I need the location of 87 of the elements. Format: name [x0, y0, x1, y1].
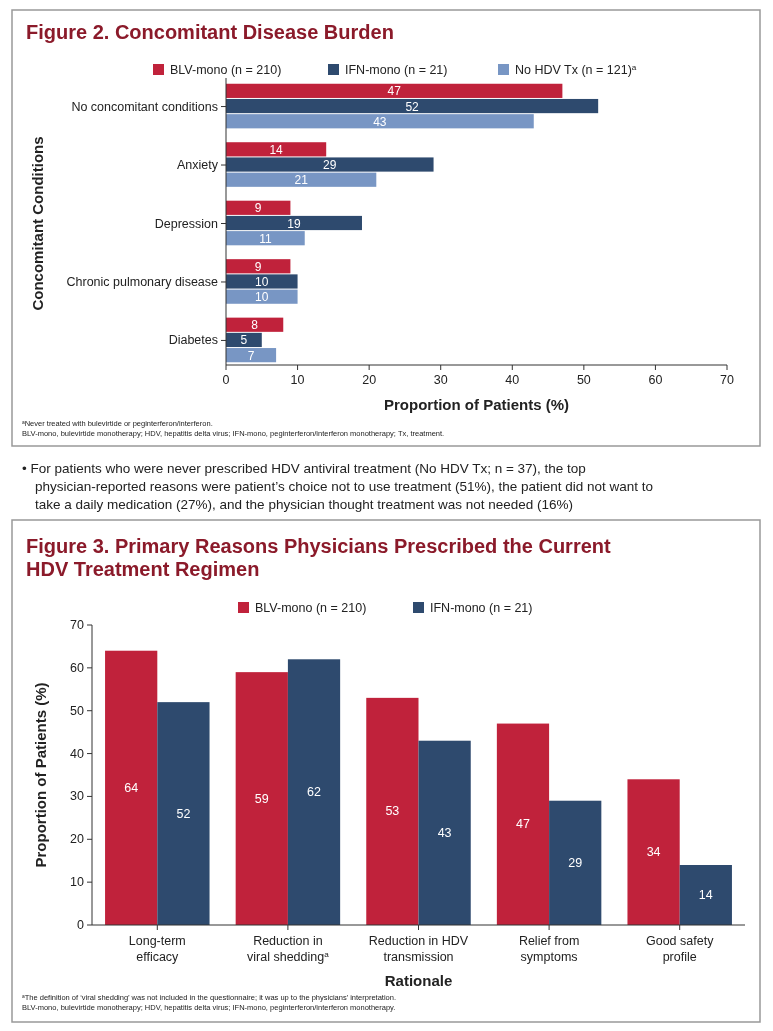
data-label: 47 — [387, 84, 402, 99]
bar — [549, 800, 602, 925]
bar — [226, 259, 291, 274]
chart-title: Figure 2. Concomitant Disease Burden — [26, 21, 394, 43]
x-tick-label: Reduction in viral shedding$^{a}$ — [247, 934, 330, 964]
data-label: 10 — [255, 274, 269, 289]
y-tick-label: 60 — [70, 660, 85, 675]
chart-title: Figure 3. Primary Reasons Physicians Prescribed the Current HDV Treatment Regimen — [26, 535, 612, 580]
data-label: 5 — [240, 333, 248, 348]
legend-label: IFN-mono (n = 21) — [430, 601, 533, 615]
data-label: 64 — [124, 780, 139, 795]
bar — [226, 215, 362, 231]
x-tick-label: Long-term efficacy — [128, 934, 186, 964]
legend-label: No HDV Tx (n = 121)$^{a}$ — [515, 62, 637, 77]
legend-label: BLV-mono (n = 210) — [255, 601, 367, 615]
x-tick-label: Good safety profile — [646, 934, 715, 964]
bar — [287, 659, 341, 925]
bar — [627, 779, 680, 925]
bar — [226, 200, 291, 215]
y-tick-label: Diabetes — [168, 333, 218, 348]
bar — [418, 740, 471, 925]
data-label: 21 — [294, 173, 309, 188]
text: • For patients who were never prescribed HDV antiviral treatment (No HDV Tx; n = 37), the top physician-reported reasons were patient’s choice not to use treatment (51%), the patient did not want to take a daily medication (27%), and the physician thought treatment was not needed (16%) — [22, 461, 654, 512]
data-label: 7 — [247, 348, 255, 363]
data-label: 19 — [287, 216, 301, 231]
bar — [679, 865, 732, 925]
bar — [226, 348, 277, 363]
bar — [226, 274, 298, 289]
legend-label: BLV-mono (n = 210) — [170, 63, 282, 77]
x-tick-label: 20 — [362, 373, 377, 387]
data-label: 53 — [385, 804, 400, 819]
legend-label: IFN-mono (n = 21) — [345, 63, 448, 77]
bar — [226, 157, 434, 172]
bar — [226, 114, 534, 129]
bar — [157, 702, 210, 925]
y-tick-label: 20 — [70, 832, 85, 847]
bar — [226, 231, 305, 246]
y-tick-label: 30 — [70, 789, 85, 804]
x-tick-label: Reduction in HDV transmission — [368, 934, 469, 964]
bar — [226, 172, 377, 187]
bar — [226, 289, 298, 304]
y-tick-label: Anxiety — [177, 158, 219, 173]
bar — [235, 672, 288, 925]
bar — [366, 697, 419, 925]
data-label: 47 — [516, 817, 530, 832]
data-label: 34 — [646, 845, 661, 860]
y-tick-label: 40 — [70, 746, 85, 761]
x-tick-label: 30 — [433, 373, 448, 387]
x-tick-label: 50 — [576, 373, 591, 387]
x-tick-label: Relief from symptoms — [518, 934, 580, 964]
data-label: 59 — [254, 791, 269, 806]
y-tick-label: Depression — [154, 216, 219, 231]
y-tick-label: No concomitant conditions — [71, 99, 218, 114]
y-tick-label: 50 — [70, 703, 85, 718]
data-label: 29 — [323, 158, 337, 173]
data-label: 62 — [307, 785, 322, 800]
data-label: 9 — [254, 259, 262, 274]
bar — [496, 723, 550, 925]
data-label: 14 — [698, 888, 713, 902]
bar — [226, 142, 327, 157]
y-axis-title: Concomitant Conditions — [29, 136, 46, 311]
bar — [226, 98, 599, 114]
x-tick-label: 60 — [648, 373, 663, 387]
x-axis-title: Rationale — [384, 972, 453, 989]
y-tick-label: Chronic pulmonary disease — [66, 274, 219, 289]
bar — [105, 650, 158, 925]
data-label: 11 — [259, 231, 272, 246]
data-label: 10 — [255, 290, 269, 305]
data-label: 43 — [437, 825, 452, 840]
data-label: 29 — [568, 855, 583, 870]
data-label: 9 — [254, 201, 262, 216]
x-tick-label: 70 — [720, 373, 734, 387]
x-tick-label: 40 — [505, 373, 520, 387]
y-tick-label: 70 — [70, 618, 85, 632]
data-label: 14 — [269, 142, 284, 157]
x-tick-label: 10 — [290, 373, 305, 387]
y-axis-title: Proportion of Patients (%) — [32, 682, 49, 868]
data-label: 52 — [176, 806, 191, 821]
data-label: 52 — [405, 99, 420, 114]
data-label: 43 — [373, 114, 387, 129]
y-tick-label: 10 — [70, 875, 85, 890]
data-label: 8 — [251, 318, 259, 333]
bar — [226, 83, 563, 98]
x-axis-title: Proportion of Patients (%) — [384, 396, 569, 413]
bar — [226, 317, 284, 332]
y-tick-label: 0 — [77, 918, 85, 932]
x-tick-label: 0 — [222, 373, 230, 387]
